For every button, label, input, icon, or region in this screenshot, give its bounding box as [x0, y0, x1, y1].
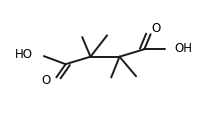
Text: O: O — [41, 74, 50, 87]
Text: OH: OH — [175, 42, 193, 55]
Text: O: O — [152, 22, 161, 35]
Text: HO: HO — [15, 48, 33, 61]
